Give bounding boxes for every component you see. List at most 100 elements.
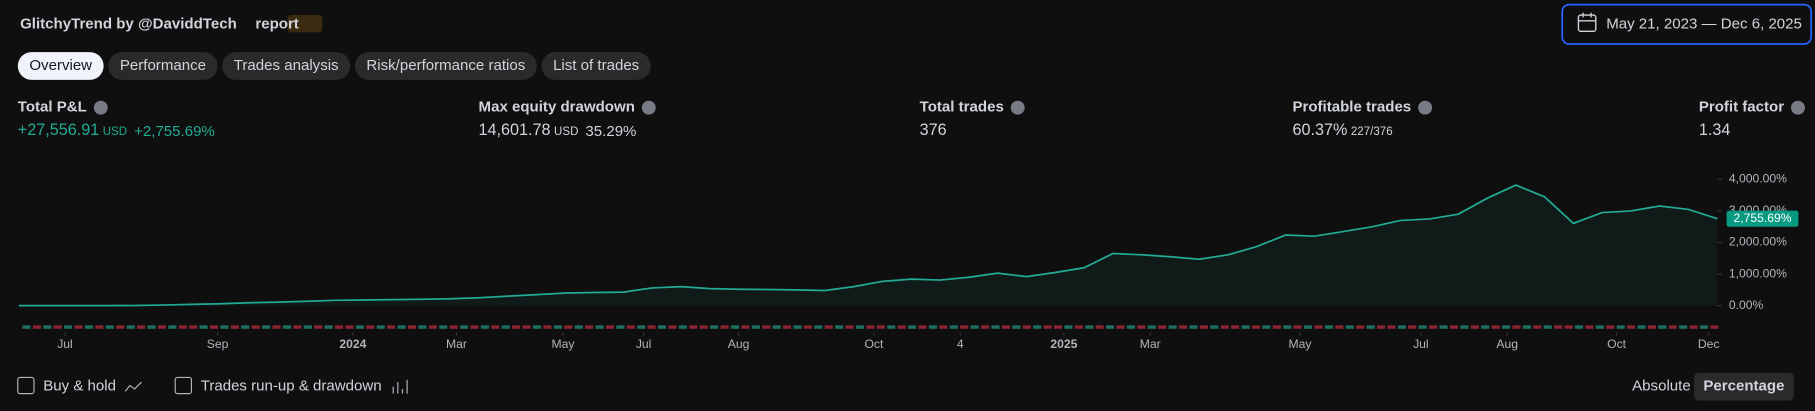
trade-strip [1408,325,1417,329]
info-icon [641,100,656,115]
date-range-button[interactable] [1561,3,1812,45]
trade-strip [1627,325,1636,329]
metric-label: Profit factor [1699,99,1784,116]
tab[interactable] [354,52,537,80]
trade-strip [1178,325,1188,329]
trade-strip [1522,325,1531,329]
trade-strip [866,325,875,329]
trade-strip [1387,325,1396,329]
metric-value: 376 [920,121,947,139]
trade-strip [1533,325,1542,329]
trade-strip [772,325,781,329]
trade-strip [84,325,94,329]
trade-strip [168,325,177,329]
trade-strip [803,325,812,329]
trade-strip [366,325,375,329]
badge [287,15,323,33]
trade-strip [1012,325,1021,329]
y-tick-label: 0.00% [1729,298,1764,312]
trade-strip [730,325,740,329]
trade-strip [1335,325,1344,329]
trade-strip [668,325,677,329]
checkbox[interactable] [17,376,35,395]
trade-strip [355,325,364,329]
tab[interactable] [222,52,351,80]
trade-strip [1606,325,1615,329]
trade-strip [1262,325,1271,329]
metric-value: 14,601.78 [479,121,551,139]
trade-strip [1147,325,1156,329]
x-tick-label: May [552,337,576,351]
tab-label[interactable]: Trades analysis [234,57,339,74]
trade-strip [137,325,146,329]
trade-strip [1564,325,1573,329]
tab-label[interactable]: List of trades [553,57,639,74]
y-tick-label: 4,000.00% [1729,172,1787,186]
trade-strip [970,325,979,329]
metric-label: Max equity drawdown [479,99,635,116]
tab[interactable] [108,52,218,80]
trade-strip [647,325,656,329]
trade-strip [1064,325,1073,329]
trade-strip [1491,325,1500,329]
x-tick-label: Jul [636,337,652,351]
checkbox-label[interactable]: Trades run-up & drawdown [201,378,382,395]
x-tick-label: Sep [207,337,229,351]
trade-strip [1053,325,1063,329]
trade-strip [53,325,62,329]
tab[interactable] [17,52,104,80]
trade-strip [251,325,260,329]
trade-strip [522,325,531,329]
trade-strip [22,325,31,329]
trade-strip [220,325,229,329]
trade-strip [1449,325,1459,329]
trade-strip [1199,325,1208,329]
trade-strip [887,325,896,329]
info-icon [1010,100,1025,115]
info-icon [1791,100,1805,115]
trade-strip [897,325,906,329]
equity-line [18,184,1718,307]
trade-strip [658,325,667,329]
trade-strip [1043,325,1052,329]
trade-strip [949,325,958,329]
toggle-active[interactable] [1694,372,1794,401]
trade-strip [1637,325,1646,329]
percentage-toggle[interactable]: Percentage [1703,378,1784,395]
trade-strip [418,325,427,329]
trade-strip [1668,325,1677,329]
tab-label[interactable]: Risk/performance ratios [366,57,525,74]
last-value-label: 2,755.69% [1733,211,1791,225]
trade-strip [1304,325,1313,329]
x-tick-label: 4 [957,337,964,351]
checkbox-label[interactable]: Buy & hold [43,378,116,395]
trade-strip [230,325,239,329]
trade-strip [1210,325,1219,329]
trade-strip [1116,325,1125,329]
metric-label: Total P&L [18,99,87,116]
trade-strip [1658,325,1667,329]
trade-strip [939,325,948,329]
metric-value: 1.34 [1699,121,1731,139]
trade-strip [845,325,854,329]
trade-strip [1168,325,1177,329]
checkbox[interactable] [174,376,193,395]
trade-strip [720,325,729,329]
tab-label[interactable]: Overview [29,57,92,74]
tab-label[interactable]: Performance [120,57,206,74]
trade-strip [1543,325,1552,329]
trade-strip [1460,325,1469,329]
absolute-toggle[interactable]: Absolute [1632,378,1691,395]
trade-strip [1106,325,1115,329]
trade-strip [1574,325,1584,329]
tab[interactable] [541,52,651,80]
trade-strip [314,325,323,329]
date-range[interactable]: May 21, 2023 — Dec 6, 2025 [1606,15,1802,32]
trade-strip [689,325,698,329]
trade-strip [908,325,917,329]
trade-strip [1689,325,1698,329]
x-tick-label: Oct [1607,337,1627,351]
trade-strip [460,325,469,329]
metric-label: Total trades [920,99,1004,116]
trade-strip [574,325,583,329]
